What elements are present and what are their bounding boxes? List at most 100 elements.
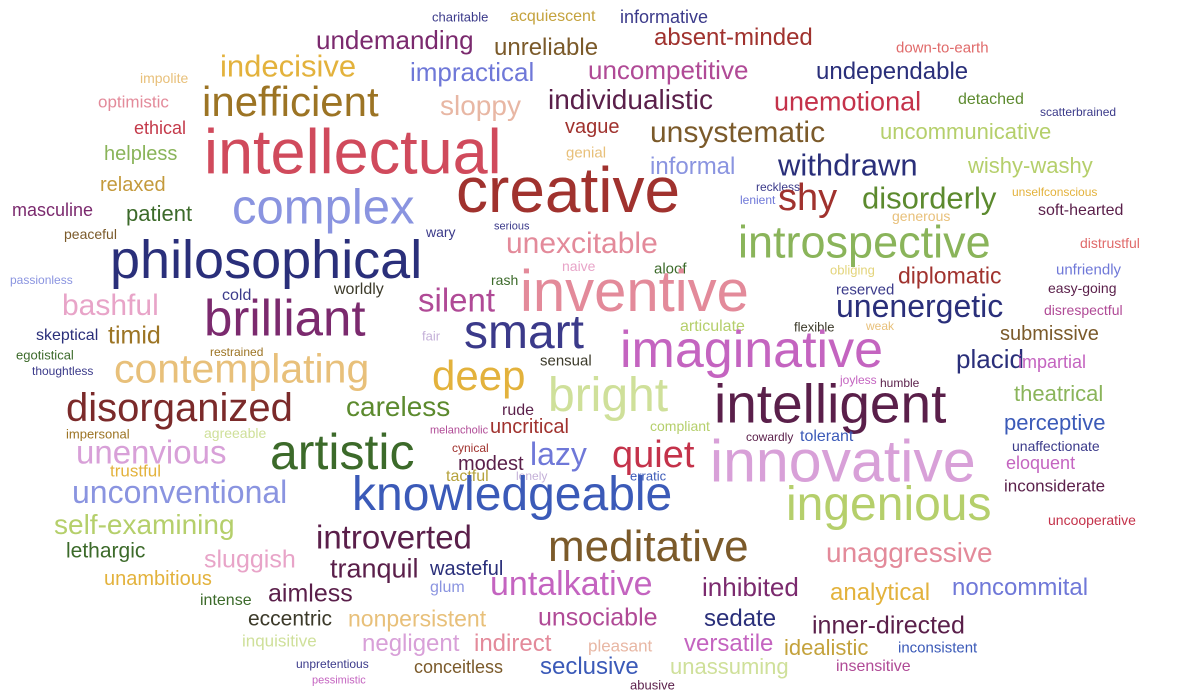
word-soft-hearted: soft-hearted: [1038, 202, 1124, 219]
word-sensual: sensual: [540, 352, 592, 370]
word-disrespectful: disrespectful: [1044, 302, 1123, 318]
word-shy: shy: [778, 177, 838, 219]
word-scatterbrained: scatterbrained: [1040, 105, 1117, 119]
word-joyless: joyless: [840, 373, 877, 387]
word-impractical: impractical: [410, 57, 535, 87]
word-artistic: artistic: [270, 424, 415, 480]
word-cowardly: cowardly: [746, 430, 794, 444]
word-lenient: lenient: [740, 193, 776, 207]
word-egotistical: egotistical: [16, 347, 74, 363]
word-placid: placid: [956, 344, 1024, 374]
word-worldly: worldly: [334, 281, 384, 298]
word-introverted: introverted: [316, 518, 472, 556]
word-pessimistic: pessimistic: [312, 674, 366, 687]
word-unsystematic: unsystematic: [650, 116, 826, 149]
word-rash: rash: [491, 272, 519, 288]
word-unemotional: unemotional: [774, 86, 922, 117]
word-eloquent: eloquent: [1006, 453, 1076, 473]
word-innovative: innovative: [710, 428, 976, 495]
word-complex: complex: [232, 180, 415, 235]
word-silent: silent: [418, 281, 496, 319]
word-flexible: flexible: [794, 319, 835, 335]
word-disorganized: disorganized: [66, 386, 293, 430]
word-unaggressive: unaggressive: [826, 537, 993, 568]
word-imaginative: imaginative: [620, 321, 884, 379]
word-articulate: articulate: [680, 318, 745, 335]
word-sloppy: sloppy: [440, 90, 521, 121]
word-contemplating: contemplating: [114, 345, 370, 392]
word-uncompetitive: uncompetitive: [588, 55, 749, 85]
word-abusive: abusive: [630, 677, 675, 693]
word-skeptical: skeptical: [36, 327, 99, 344]
word-individualistic: individualistic: [548, 84, 713, 115]
word-insensitive: insensitive: [836, 658, 911, 675]
word-agreeable: agreeable: [204, 425, 267, 441]
word-unconventional: unconventional: [72, 474, 288, 510]
word-undependable: undependable: [816, 58, 969, 85]
word-withdrawn: withdrawn: [778, 147, 918, 183]
word-serious: serious: [494, 220, 530, 233]
word-reckless: reckless: [756, 180, 801, 194]
word-modest: modest: [458, 453, 524, 475]
word-philosophical: philosophical: [110, 230, 423, 290]
word-glum: glum: [430, 579, 465, 596]
word-unselfconscious: unselfconscious: [1012, 185, 1098, 199]
word-bright: bright: [548, 369, 669, 422]
word-ethical: ethical: [134, 118, 187, 138]
word-self-examining: self-examining: [54, 509, 235, 540]
word-distrustful: distrustful: [1080, 235, 1140, 251]
word-versatile: versatile: [684, 630, 774, 657]
word-inconsiderate: inconsiderate: [1004, 476, 1106, 496]
word-unenvious: unenvious: [76, 433, 227, 471]
word-introspective: introspective: [738, 216, 991, 268]
word-sedate: sedate: [704, 605, 777, 632]
word-absent-minded: absent-minded: [654, 24, 813, 51]
word-obliging: obliging: [830, 262, 875, 278]
word-unpretentious: unpretentious: [296, 657, 369, 671]
word-inhibited: inhibited: [702, 572, 799, 602]
word-untalkative: untalkative: [490, 565, 653, 603]
word-analytical: analytical: [830, 579, 931, 606]
word-theatrical: theatrical: [1014, 381, 1104, 406]
word-passionless: passionless: [10, 273, 73, 287]
word-cynical: cynical: [452, 441, 489, 455]
word-knowledgeable: knowledgeable: [352, 468, 673, 521]
word-uncritical: uncritical: [490, 416, 569, 438]
word-inner-directed: inner-directed: [812, 611, 965, 640]
word-unaffectionate: unaffectionate: [1012, 438, 1100, 454]
word-wary: wary: [426, 224, 456, 240]
word-negligent: negligent: [362, 630, 460, 657]
word-tranquil: tranquil: [330, 553, 419, 584]
word-inquisitive: inquisitive: [242, 631, 317, 651]
word-inefficient: inefficient: [202, 78, 379, 125]
word-submissive: submissive: [1000, 323, 1099, 345]
word-intellectual: intellectual: [204, 117, 502, 188]
word-sluggish: sluggish: [204, 545, 296, 574]
word-masculine: masculine: [12, 200, 94, 220]
word-genial: genial: [566, 144, 607, 162]
word-trustful: trustful: [110, 461, 162, 481]
word-wishy-washy: wishy-washy: [968, 153, 1093, 178]
word-intense: intense: [200, 592, 252, 609]
word-undemanding: undemanding: [316, 25, 474, 55]
word-peaceful: peaceful: [64, 226, 117, 242]
word-unfriendly: unfriendly: [1056, 261, 1122, 279]
word-timid: timid: [108, 321, 161, 350]
word-unassuming: unassuming: [670, 654, 789, 679]
word-intelligent: intelligent: [714, 372, 947, 435]
word-indirect: indirect: [474, 630, 552, 657]
word-impolite: impolite: [140, 70, 189, 86]
word-patient: patient: [126, 201, 193, 226]
word-restrained: restrained: [210, 345, 264, 359]
word-impersonal: impersonal: [66, 426, 130, 442]
word-aimless: aimless: [268, 579, 353, 608]
word-charitable: charitable: [432, 9, 489, 25]
word-thoughtless: thoughtless: [32, 364, 94, 378]
word-helpless: helpless: [104, 143, 178, 165]
word-indecisive: indecisive: [220, 48, 357, 84]
word-deep: deep: [432, 352, 526, 399]
word-bashful: bashful: [62, 289, 159, 322]
word-eccentric: eccentric: [248, 607, 333, 631]
word-unsociable: unsociable: [538, 603, 658, 632]
